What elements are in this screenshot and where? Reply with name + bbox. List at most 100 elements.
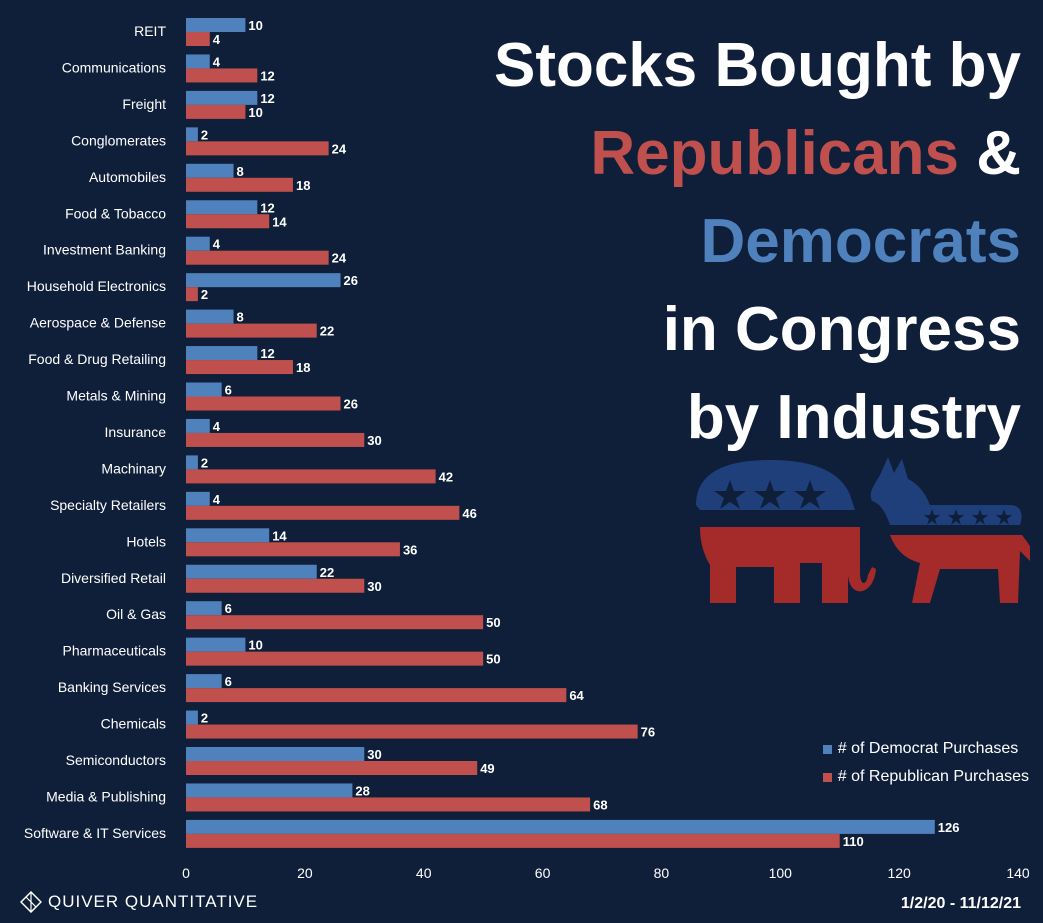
democrat-value-label: 2 [201, 127, 208, 142]
democrat-bar [186, 783, 353, 798]
democrat-value-label: 4 [213, 237, 221, 252]
x-tick-label: 0 [182, 865, 190, 881]
category-label: Communications [62, 59, 166, 75]
democrat-bar [186, 637, 246, 652]
democrat-bar [186, 346, 258, 361]
legend-item-republican: # of Republican Purchases [822, 763, 1029, 791]
republican-value-label: 24 [332, 141, 347, 156]
democrat-bar [186, 382, 222, 397]
democrat-value-label: 10 [248, 638, 262, 653]
category-label: Diversified Retail [61, 570, 166, 586]
republican-bar [186, 724, 638, 739]
democrat-value-label: 126 [938, 820, 960, 835]
category-label: Metals & Mining [66, 388, 166, 404]
republican-bar [186, 141, 329, 156]
category-label: Investment Banking [43, 242, 166, 258]
democrat-value-label: 6 [225, 601, 232, 616]
democrat-value-label: 12 [260, 200, 274, 215]
legend-swatch-republican [822, 772, 832, 782]
republican-bar [186, 505, 460, 520]
democrat-bar [186, 418, 210, 433]
republican-value-label: 26 [344, 397, 358, 412]
category-label: Banking Services [58, 679, 166, 695]
democrat-bar [186, 528, 270, 543]
republican-value-label: 110 [843, 834, 864, 849]
elephant-icon [696, 460, 876, 603]
democrat-value-label: 30 [367, 747, 381, 762]
republican-value-label: 24 [332, 251, 347, 266]
republican-bar [186, 32, 210, 46]
category-label: Household Electronics [27, 278, 166, 294]
republican-value-label: 36 [403, 542, 417, 557]
republican-value-label: 10 [248, 105, 262, 120]
democrat-bar [186, 491, 210, 506]
title-ampersand: & [959, 119, 1021, 188]
republican-bar [186, 432, 365, 447]
republican-bar [186, 250, 329, 265]
democrat-value-label: 4 [213, 492, 221, 507]
republican-value-label: 4 [213, 32, 221, 47]
category-label: Hotels [126, 533, 166, 549]
republican-bar [186, 214, 270, 229]
democrat-value-label: 2 [201, 711, 208, 726]
category-label: REIT [134, 23, 166, 39]
democrat-value-label: 6 [225, 674, 232, 689]
category-label: Aerospace & Defense [30, 315, 166, 331]
republican-bar [186, 287, 198, 302]
title-line-4: in Congress [662, 295, 1021, 364]
republican-value-label: 68 [593, 797, 607, 812]
republican-value-label: 50 [486, 652, 500, 667]
republican-value-label: 2 [201, 287, 208, 302]
category-label: Pharmaceuticals [63, 643, 167, 659]
quiver-logo-icon [20, 891, 42, 913]
democrat-bar [186, 601, 222, 616]
republican-value-label: 49 [480, 761, 494, 776]
republican-bar [186, 615, 484, 630]
democrat-value-label: 8 [237, 164, 244, 179]
republican-value-label: 64 [569, 688, 584, 703]
democrat-bar [186, 564, 317, 579]
legend-label-republican: # of Republican Purchases [837, 768, 1029, 785]
democrat-value-label: 10 [248, 18, 262, 33]
category-label: Machinary [101, 460, 166, 476]
democrat-bar [186, 747, 365, 761]
democrat-bar [186, 273, 341, 288]
category-label: Automobiles [89, 169, 166, 185]
category-label: Specialty Retailers [50, 497, 166, 513]
democrat-bar [186, 819, 935, 834]
category-label: Chemicals [101, 716, 166, 732]
category-label: Semiconductors [66, 752, 166, 768]
democrat-value-label: 8 [237, 310, 244, 325]
category-label: Food & Tobacco [65, 205, 166, 221]
title-line-2: Republicans & [461, 110, 1021, 198]
republican-value-label: 30 [367, 579, 381, 594]
democrat-value-label: 4 [213, 419, 221, 434]
category-label: Software & IT Services [24, 825, 166, 841]
democrat-value-label: 22 [320, 565, 334, 580]
democrat-bar [186, 18, 246, 32]
republican-value-label: 12 [260, 68, 274, 83]
democrat-bar [186, 309, 234, 324]
title-line-5: by Industry [686, 383, 1021, 452]
democrat-value-label: 26 [344, 273, 358, 288]
legend-label-democrat: # of Democrat Purchases [837, 740, 1019, 757]
democrat-bar [186, 455, 198, 470]
date-range: 1/2/20 - 11/12/21 [900, 895, 1021, 912]
republican-bar [186, 651, 484, 666]
democrat-value-label: 14 [272, 528, 287, 543]
title-line-1: Stocks Bought by [493, 31, 1021, 100]
republican-bar [186, 688, 567, 703]
republican-value-label: 46 [462, 506, 476, 521]
party-mascots [690, 455, 1042, 615]
democrat-bar [186, 127, 198, 142]
legend-swatch-democrat [822, 744, 832, 754]
republican-bar [186, 104, 246, 119]
x-tick-label: 80 [654, 865, 670, 881]
republican-bar [186, 578, 365, 593]
x-tick-label: 120 [887, 865, 911, 881]
x-tick-label: 40 [416, 865, 432, 881]
republican-value-label: 50 [486, 615, 500, 630]
category-label: Media & Publishing [46, 788, 166, 804]
category-label: Food & Drug Retailing [28, 351, 166, 367]
